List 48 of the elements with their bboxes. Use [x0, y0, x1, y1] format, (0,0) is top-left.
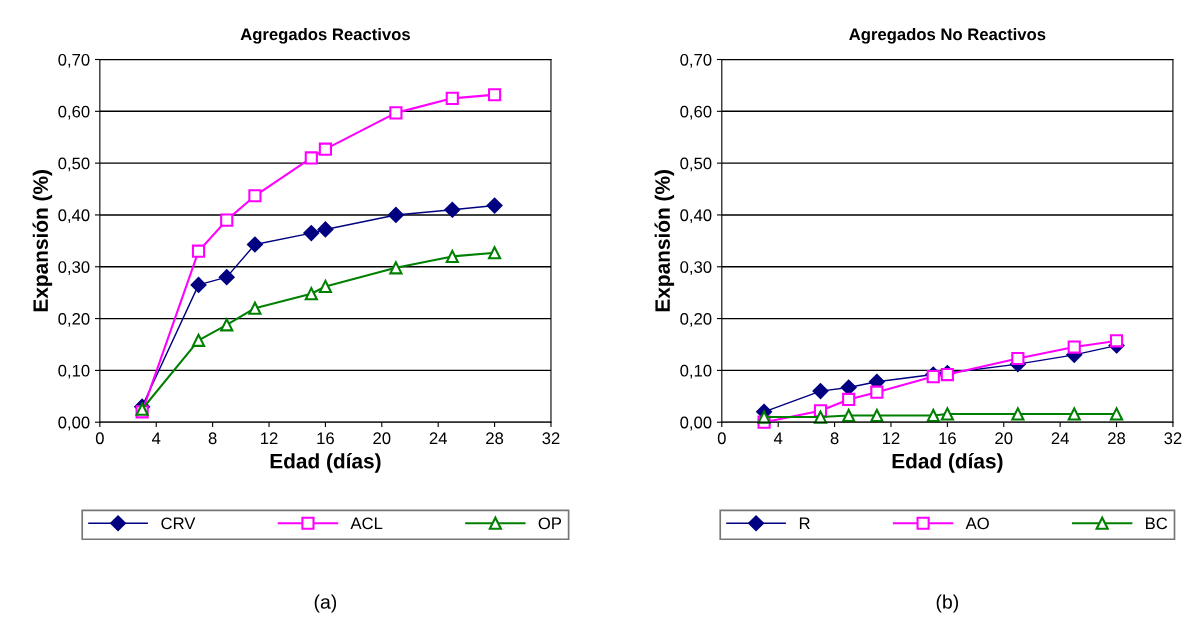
x-tick-label: 28: [486, 432, 504, 445]
x-tick-label: 20: [373, 432, 391, 445]
legend-label: AO: [965, 517, 989, 530]
y-tick-label: 0,40: [58, 209, 90, 224]
y-tick-label: 0,50: [680, 157, 712, 172]
x-tick-label: 0: [717, 432, 726, 445]
x-tick-label: 16: [939, 432, 956, 445]
legend-label: OP: [538, 517, 562, 530]
y-tick-label: 0,00: [680, 416, 712, 431]
chart-title: Agregados No Reactivos: [849, 27, 1046, 44]
legend-label: CRV: [161, 517, 196, 530]
chart-title: Agregados Reactivos: [240, 27, 410, 44]
y-tick-label: 0,40: [680, 209, 712, 224]
y-tick-label: 0,30: [58, 261, 90, 275]
legend-label: BC: [1146, 517, 1168, 530]
x-tick-label: 20: [995, 432, 1013, 445]
x-tick-label: 28: [1108, 432, 1126, 445]
y-tick-label: 0,20: [58, 312, 90, 327]
legend-label: R: [799, 517, 810, 530]
legend-label: ACL: [350, 517, 383, 530]
y-axis-title: Expansión (%): [654, 170, 675, 312]
text: (a): [314, 594, 337, 613]
y-tick-label: 0,10: [680, 364, 712, 379]
y-tick-label: 0,70: [680, 53, 712, 68]
x-tick-label: 4: [773, 432, 783, 445]
y-tick-label: 0,20: [680, 312, 712, 327]
y-tick-label: 0,50: [58, 157, 90, 172]
y-tick-label: 0,60: [680, 105, 712, 120]
text: (b): [936, 594, 959, 613]
x-tick-label: 12: [882, 432, 900, 445]
x-tick-label: 4: [151, 432, 161, 445]
y-tick-label: 0,30: [680, 261, 712, 275]
x-tick-label: 8: [208, 432, 217, 445]
y-tick-label: 0,00: [58, 416, 90, 431]
x-tick-label: 12: [261, 432, 278, 445]
x-tick-label: 0: [95, 432, 104, 445]
x-tick-label: 32: [542, 432, 560, 445]
x-tick-label: 8: [830, 432, 839, 445]
y-axis-title: Expansión (%): [32, 170, 53, 312]
x-tick-label: 32: [1164, 432, 1182, 445]
x-tick-label: 16: [317, 432, 334, 445]
x-axis-title: Edad (días): [270, 453, 381, 473]
x-tick-label: 24: [429, 432, 447, 445]
x-tick-label: 24: [1051, 432, 1069, 445]
y-tick-label: 0,60: [58, 105, 90, 120]
x-axis-title: Edad (días): [892, 453, 1003, 473]
y-tick-label: 0,10: [58, 364, 90, 379]
y-tick-label: 0,70: [58, 53, 90, 68]
